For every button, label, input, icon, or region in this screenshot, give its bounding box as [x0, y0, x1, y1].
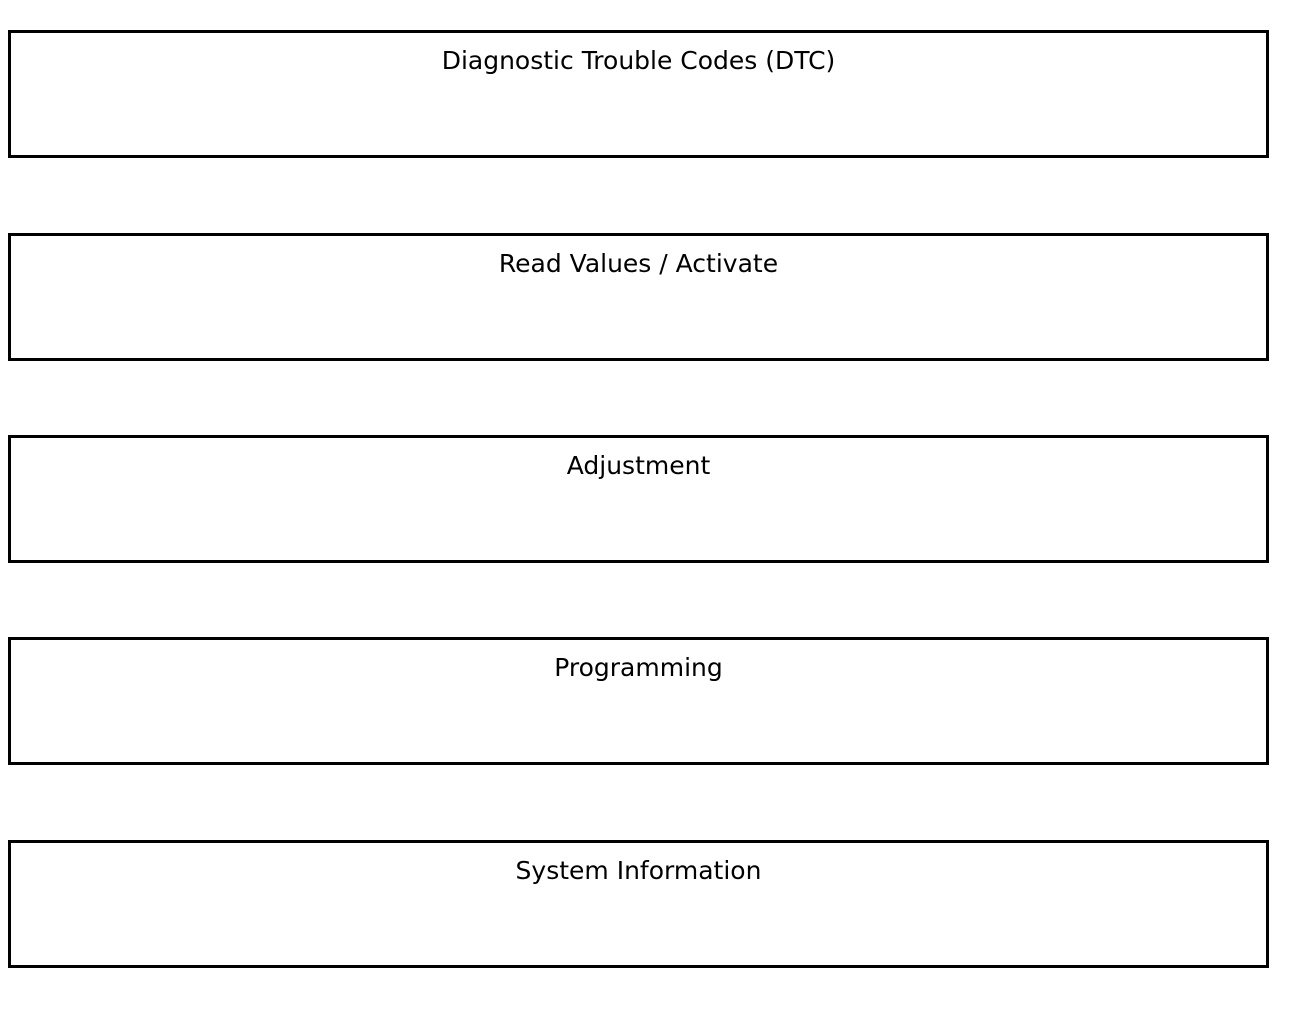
system-information-button[interactable]: System Information	[8, 840, 1269, 968]
adjustment-button-label: Adjustment	[566, 451, 711, 480]
dtc-button-label: Diagnostic Trouble Codes (DTC)	[441, 46, 836, 75]
read-values-activate-button[interactable]: Read Values / Activate	[8, 233, 1269, 361]
read-values-activate-button-label: Read Values / Activate	[498, 249, 779, 278]
adjustment-button[interactable]: Adjustment	[8, 435, 1269, 563]
system-information-button-label: System Information	[515, 856, 762, 885]
programming-button-label: Programming	[554, 653, 723, 682]
programming-button[interactable]: Programming	[8, 637, 1269, 765]
dtc-button[interactable]: Diagnostic Trouble Codes (DTC)	[8, 30, 1269, 158]
